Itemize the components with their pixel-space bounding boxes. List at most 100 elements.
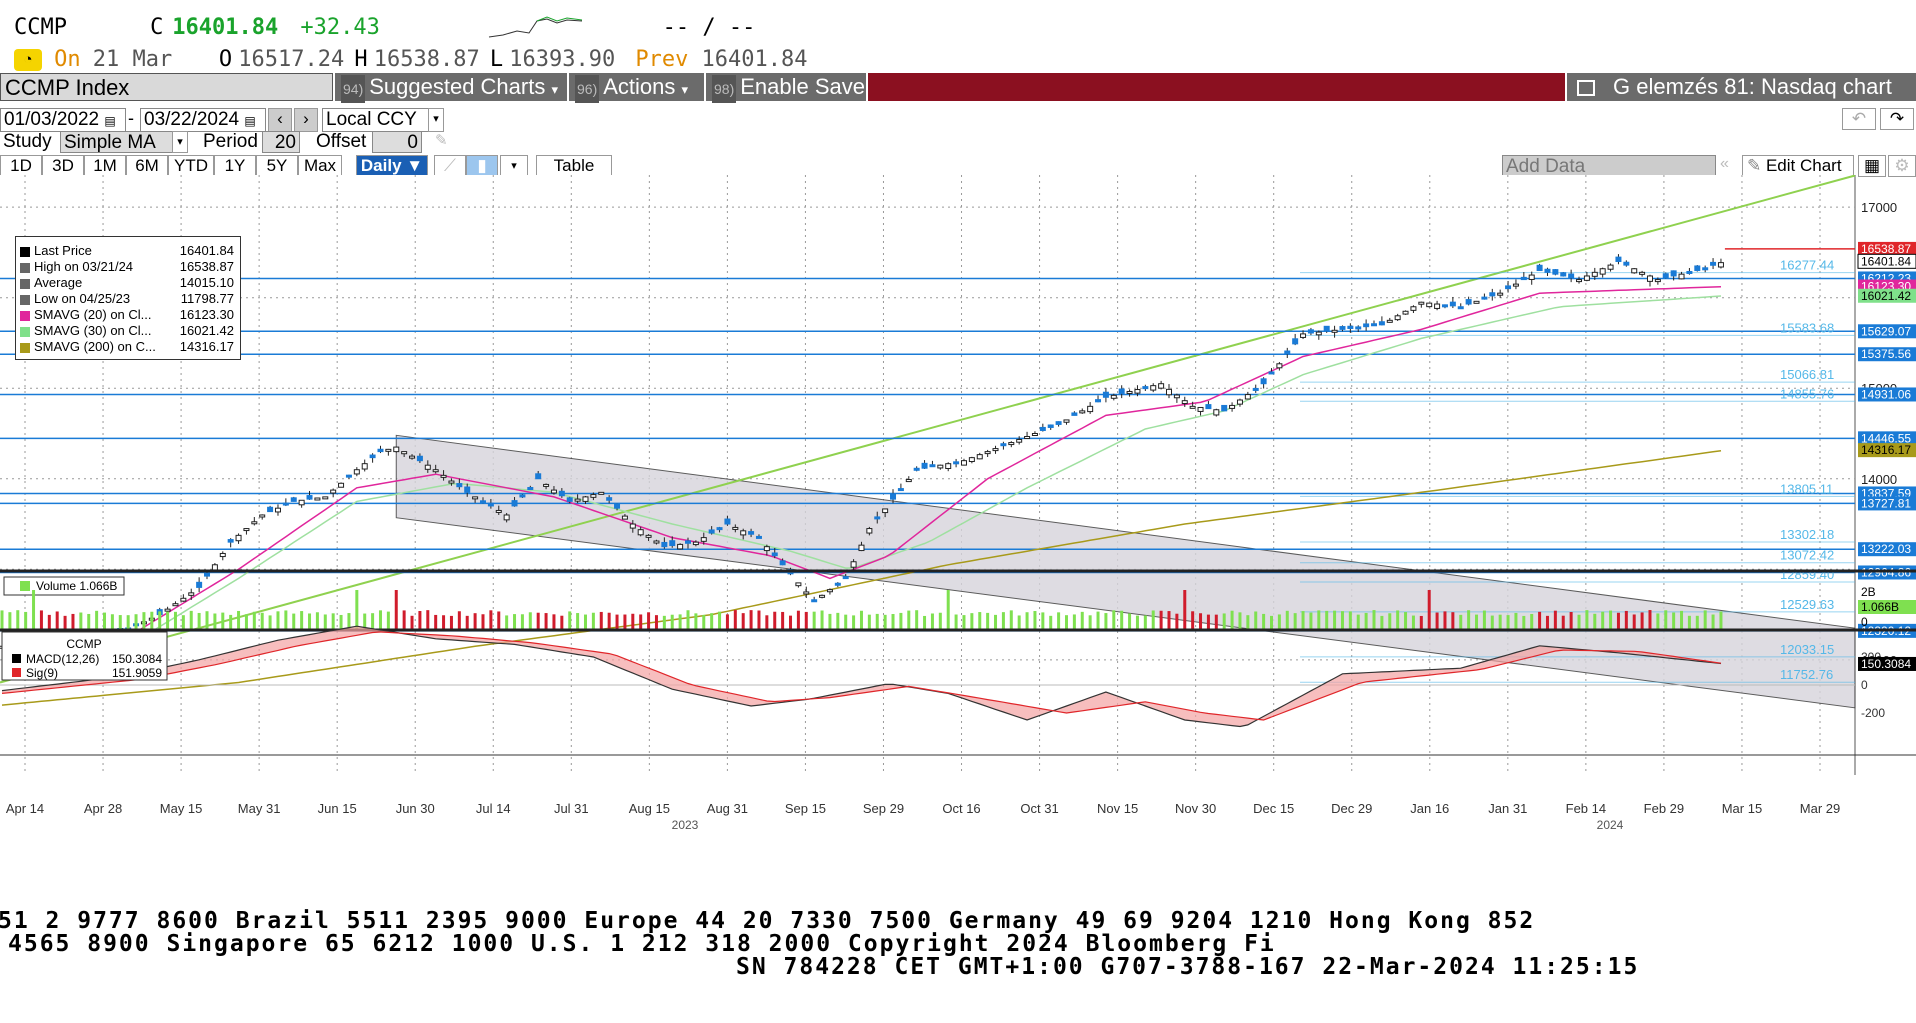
signal-swatch [12, 668, 21, 677]
candle-body [345, 474, 352, 478]
bid-ask: -- / -- [662, 15, 756, 40]
x-tick-label: Jan 16 [1410, 801, 1449, 816]
candle-body [763, 546, 770, 552]
volume-bar [662, 615, 666, 630]
candle-body [677, 543, 684, 550]
chart-title-tab[interactable]: G elemzés 81: Nasdaq chart [1567, 73, 1916, 101]
high-label: H [354, 47, 368, 72]
candle-body [890, 493, 897, 500]
macd-last-tag [1858, 656, 1916, 671]
candle-body [960, 460, 967, 466]
volume-bar [536, 612, 540, 630]
macd-legend-title: CCMP [66, 637, 101, 651]
volume-bar [426, 610, 430, 630]
add-data-input[interactable]: Add Data [1502, 155, 1716, 177]
candle-body [661, 541, 668, 548]
candle-body [913, 467, 920, 471]
candle-body [1599, 268, 1606, 275]
candle-body [1583, 275, 1590, 281]
actions-button[interactable]: 96) Actions ▾ [569, 73, 704, 103]
range-ytd-button[interactable]: YTD [168, 155, 214, 177]
pencil-icon[interactable]: ✎ [435, 132, 448, 149]
external-link-icon[interactable] [1577, 80, 1595, 97]
table-button[interactable]: Table [536, 155, 612, 177]
volume-bar [694, 613, 698, 630]
volume-bar [576, 613, 580, 630]
year-label: 2023 [672, 818, 699, 832]
line-chart-icon[interactable]: ⟋ [434, 155, 466, 177]
offset-label: Offset [316, 131, 367, 152]
x-tick-label: Sep 15 [785, 801, 826, 816]
range-1m-button[interactable]: 1M [84, 155, 126, 177]
candle-body [811, 599, 818, 603]
suggested-charts-button[interactable]: 94) Suggested Charts ▾ [335, 73, 567, 103]
volume-bar [347, 613, 351, 630]
chevron-down-icon: ▾ [681, 82, 689, 97]
volume-bar [678, 614, 682, 630]
edit-chart-button[interactable]: ✎ Edit Chart [1742, 155, 1854, 177]
volume-bar [1569, 611, 1573, 630]
gear-icon[interactable]: ⚙ [1888, 155, 1916, 177]
volume-bar [1443, 611, 1447, 630]
volume-bar [670, 614, 674, 630]
candle-body [1449, 301, 1456, 307]
prev-range-button[interactable]: ‹ [268, 108, 292, 132]
range-5y-button[interactable]: 5Y [256, 155, 298, 177]
chart-settings-icon[interactable]: ▦ [1858, 155, 1886, 177]
chevron-down-icon[interactable]: ▾ [172, 131, 188, 153]
volume-bar [331, 613, 335, 630]
undo-icon[interactable]: ↶ [1842, 108, 1876, 130]
volume-legend-label: Volume 1.066B [36, 579, 117, 593]
volume-bar [1025, 612, 1029, 630]
price-chart[interactable]: Apr 14 Apr 28 May 15 May 31 Jun 15 Jun 30 Jul … [0, 175, 1916, 885]
offset-input[interactable]: 0 [372, 131, 422, 153]
volume-bar [229, 614, 233, 630]
collapse-icon[interactable]: « [1720, 155, 1729, 172]
bar-chart-icon[interactable]: ▮ [466, 155, 498, 177]
prev-label: Prev [635, 47, 689, 72]
range-3d-button[interactable]: 3D [42, 155, 84, 177]
period-input[interactable]: 20 [262, 131, 300, 153]
chart-legend[interactable]: Last Price 16401.84 High on 03/21/24 16538.… [15, 236, 241, 360]
study-select[interactable]: Simple MA [60, 131, 188, 153]
legend-swatch [20, 294, 30, 305]
range-1d-button[interactable]: 1D [0, 155, 42, 177]
start-date-field[interactable]: 01/03/2022 ▤ [0, 108, 126, 132]
calendar-icon[interactable]: ▤ [104, 114, 116, 128]
candle-body [330, 489, 337, 494]
redo-icon[interactable]: ↷ [1880, 108, 1914, 130]
candle-body [479, 500, 486, 504]
candle-body [1126, 390, 1133, 394]
volume-bar [8, 612, 12, 630]
volume-bar [95, 610, 99, 630]
macd-swatch [12, 654, 21, 663]
candle-body [298, 499, 305, 506]
frequency-select[interactable]: Daily ▼ [356, 155, 428, 177]
volume-bar [1680, 610, 1684, 630]
currency-select[interactable]: Local CCY [322, 108, 444, 132]
volume-bar [205, 611, 209, 630]
candle-body [1000, 443, 1007, 447]
macd-legend-value: 150.3084 [112, 652, 162, 666]
security-field[interactable]: CCMP Index [0, 73, 333, 101]
candle-body [1260, 378, 1267, 385]
range-1y-button[interactable]: 1Y [214, 155, 256, 177]
volume-bar [607, 612, 611, 630]
price-tag [1858, 324, 1916, 339]
range-max-button[interactable]: Max [298, 155, 342, 177]
chevron-down-icon[interactable]: ▾ [428, 108, 444, 132]
calendar-icon[interactable]: ▤ [244, 114, 256, 128]
volume-bar [1467, 610, 1471, 630]
speedometer-icon[interactable]: ◔ [14, 49, 42, 72]
candle-body [1315, 331, 1322, 336]
chevron-down-icon[interactable]: ▾ [500, 155, 528, 177]
candle-body [1560, 272, 1567, 277]
candle-body [243, 528, 250, 532]
next-range-button[interactable]: › [294, 108, 318, 132]
macd-legend-label: MACD(12,26) [26, 652, 99, 666]
enable-save-button[interactable]: 98) Enable Save [706, 73, 866, 103]
end-date-field[interactable]: 03/22/2024 ▤ [140, 108, 266, 132]
candle-body [606, 497, 613, 501]
range-6m-button[interactable]: 6M [126, 155, 168, 177]
volume-bar [741, 613, 745, 630]
